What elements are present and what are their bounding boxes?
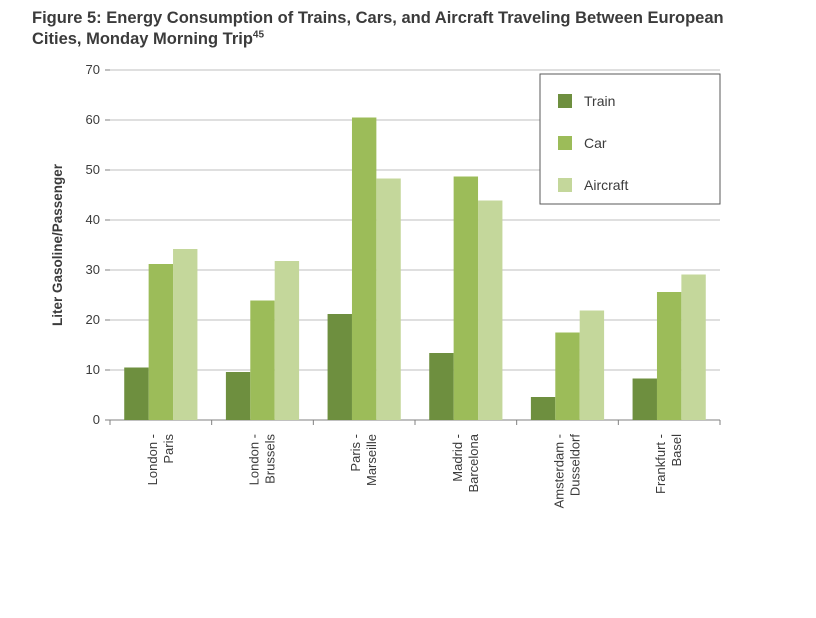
bar-aircraft	[681, 275, 705, 421]
chart-title-sup: 45	[253, 29, 264, 40]
svg-text:Basel: Basel	[669, 434, 684, 467]
svg-text:London -: London -	[247, 434, 262, 485]
legend-swatch	[558, 94, 572, 108]
legend-label: Car	[584, 135, 607, 151]
x-category-label: Paris -Marseille	[348, 434, 379, 486]
svg-text:Paris -: Paris -	[348, 434, 363, 472]
legend-swatch	[558, 136, 572, 150]
bar-car	[250, 301, 274, 421]
chart-title-text: Figure 5: Energy Consumption of Trains, …	[32, 9, 724, 48]
y-axis-title: Liter Gasoline/Passenger	[50, 163, 65, 326]
y-tick-label: 10	[86, 362, 100, 377]
y-tick-label: 40	[86, 212, 100, 227]
legend-label: Aircraft	[584, 177, 628, 193]
chart-title: Figure 5: Energy Consumption of Trains, …	[32, 8, 752, 49]
bar-aircraft	[478, 201, 502, 421]
bar-train	[429, 353, 453, 420]
bar-car	[555, 333, 579, 421]
bar-car	[454, 177, 478, 421]
legend-label: Train	[584, 93, 615, 109]
bar-train	[328, 314, 352, 420]
bar-train	[531, 397, 555, 420]
y-tick-label: 70	[86, 62, 100, 77]
svg-text:Amsterdam -: Amsterdam -	[552, 434, 567, 508]
bar-chart: 0 10 20 30 40 50 60 70 Liter Gasoline/Passenger L…	[40, 62, 750, 592]
x-category-label: Frankfurt -Basel	[653, 434, 684, 494]
legend-swatch	[558, 178, 572, 192]
bar-aircraft	[580, 311, 604, 421]
bar-car	[352, 118, 376, 421]
svg-text:Brussels: Brussels	[263, 434, 278, 484]
x-category-label: Amsterdam -Dusseldorf	[552, 434, 583, 509]
x-category-label: London -Paris	[145, 434, 176, 486]
bar-train	[124, 368, 148, 421]
bar-aircraft	[173, 249, 197, 420]
bar-train	[633, 379, 657, 421]
y-tick-label: 20	[86, 312, 100, 327]
x-category-label: Madrid -Barcelona	[450, 433, 481, 492]
y-tick-label: 50	[86, 162, 100, 177]
svg-text:Paris: Paris	[161, 434, 176, 464]
bar-car	[657, 292, 681, 420]
y-tick-label: 30	[86, 262, 100, 277]
svg-text:Marseille: Marseille	[364, 434, 379, 486]
svg-text:Frankfurt -: Frankfurt -	[653, 434, 668, 494]
bar-aircraft	[376, 179, 400, 421]
svg-text:London -: London -	[145, 434, 160, 485]
svg-text:Barcelona: Barcelona	[466, 433, 481, 492]
bar-car	[149, 264, 173, 420]
y-tick-label: 0	[93, 412, 100, 427]
x-category-label: London -Brussels	[247, 434, 278, 486]
svg-text:Dusseldorf: Dusseldorf	[568, 434, 583, 497]
chart-container: 0 10 20 30 40 50 60 70 Liter Gasoline/Passenger L…	[40, 62, 750, 592]
y-tick-label: 60	[86, 112, 100, 127]
bar-aircraft	[275, 261, 299, 420]
bar-train	[226, 372, 250, 420]
svg-text:Madrid -: Madrid -	[450, 434, 465, 482]
